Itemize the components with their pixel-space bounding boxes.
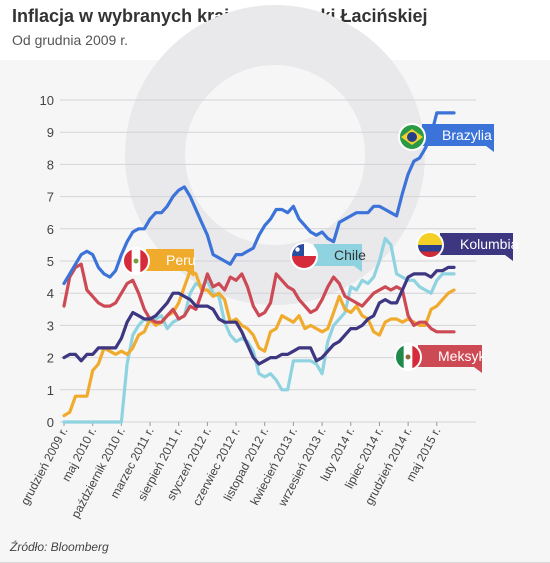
y-tick-label: 0 — [47, 415, 54, 430]
y-tick-label: 2 — [47, 351, 54, 366]
label-box — [440, 233, 513, 255]
series-label-text: Chile — [334, 247, 366, 263]
series-label-text: Brazylia — [442, 127, 492, 143]
watermark-ring — [125, 5, 425, 305]
peru-flag — [122, 247, 150, 275]
y-tick-label: 10 — [40, 93, 54, 108]
series-line-meksyk — [62, 262, 456, 334]
label-box — [314, 244, 362, 266]
series-label-peru: Peru — [122, 247, 196, 277]
y-tick-label: 5 — [47, 254, 54, 269]
x-axis: grudzień 2009 r.maj 2010 r.październik 2… — [18, 422, 443, 520]
label-box — [418, 345, 482, 367]
y-tick-label: 1 — [47, 383, 54, 398]
y-tick-label: 9 — [47, 125, 54, 140]
watermark-logo — [125, 5, 425, 305]
label-box — [146, 249, 194, 271]
brazil-flag — [398, 123, 426, 151]
line-chart: 0 1 2 3 4 5 6 7 8 9 10 grudzień 2009 r.maj 2010 r.… — [17, 5, 519, 521]
series-line-brazylia — [62, 111, 456, 286]
y-tick-label: 6 — [47, 222, 54, 237]
chile-flag — [290, 242, 318, 270]
x-tick-label: grudzień 2009 r. — [18, 425, 71, 508]
y-tick-label: 3 — [47, 318, 54, 333]
y-tick-label: 8 — [47, 157, 54, 172]
series-label-text: Peru — [166, 252, 196, 268]
series-label-meksyk: Meksyk — [394, 343, 486, 373]
series-label-chile: Chile — [290, 242, 366, 272]
y-tick-label: 4 — [47, 286, 54, 301]
series-label-kolumbia: Kolumbia — [416, 231, 519, 261]
series-line-peru — [62, 269, 456, 418]
series-label-text: Kolumbia — [460, 236, 519, 252]
y-axis: 0 1 2 3 4 5 6 7 8 9 10 — [40, 93, 54, 430]
series-lines — [62, 111, 456, 424]
chart-subtitle: Od grudnia 2009 r. — [12, 32, 128, 48]
series-label-brazylia: Brazylia — [398, 123, 494, 152]
mexico-flag — [394, 343, 422, 371]
colombia-flag — [416, 231, 444, 259]
label-box — [422, 124, 494, 146]
series-line-kolumbia — [62, 265, 456, 366]
gridlines — [60, 99, 476, 423]
source-note: Źródło: Bloomberg — [10, 540, 109, 554]
y-tick-label: 7 — [47, 190, 54, 205]
series-labels: Brazylia Kolumbia Chile Peru Meksyk — [122, 123, 519, 373]
series-label-text: Meksyk — [438, 348, 486, 364]
